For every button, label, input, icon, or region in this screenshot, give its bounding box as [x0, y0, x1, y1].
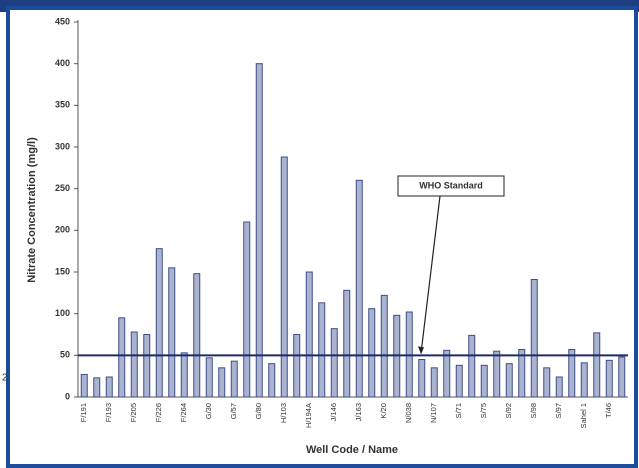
- y-tick-label: 0: [65, 391, 70, 401]
- annotation-arrow: [420, 195, 441, 354]
- x-tick-label: J/163: [354, 403, 363, 421]
- bar: [368, 308, 376, 398]
- x-tick-label: F/226: [154, 403, 163, 422]
- x-tick-label: Sahel 1: [579, 403, 588, 428]
- bar: [180, 352, 188, 398]
- bar: [518, 349, 526, 398]
- bar: [80, 374, 88, 398]
- bar: [443, 349, 451, 398]
- y-tick-label: 200: [55, 225, 70, 235]
- x-tick-label: G/80: [254, 403, 263, 419]
- x-tick-label: F/205: [129, 403, 138, 422]
- bar: [155, 248, 163, 398]
- bar: [305, 271, 313, 398]
- bar: [218, 367, 226, 398]
- bar: [418, 359, 426, 398]
- bar: [280, 156, 288, 398]
- bar: [430, 367, 438, 398]
- y-tick-label: 400: [55, 58, 70, 68]
- annotation-box: [397, 175, 505, 197]
- x-tick-label: S/75: [479, 403, 488, 418]
- x-tick-label: N/038: [404, 403, 413, 423]
- x-tick-label: G/57: [229, 403, 238, 419]
- bar: [530, 279, 538, 398]
- y-tick-label: 250: [55, 183, 70, 193]
- x-tick-label: S/71: [454, 403, 463, 418]
- x-tick-label: H/103: [279, 403, 288, 423]
- y-tick-label: 100: [55, 308, 70, 318]
- bar: [168, 267, 176, 398]
- x-tick-label: F/264: [179, 403, 188, 422]
- bar: [105, 376, 113, 398]
- y-tick-label: 350: [55, 100, 70, 110]
- x-axis-title: Well Code / Name: [306, 444, 398, 456]
- bar: [493, 350, 501, 398]
- annotation-text: WHO Standard: [419, 180, 483, 190]
- arrow-head: [418, 346, 424, 355]
- x-tick-label: N/107: [429, 403, 438, 423]
- bar: [380, 294, 388, 398]
- bar: [93, 377, 101, 398]
- bar: [593, 332, 601, 398]
- bar: [543, 367, 551, 398]
- bar: [343, 289, 351, 398]
- bar: [268, 363, 276, 398]
- bar: [505, 363, 513, 398]
- y-axis-title: Nitrate Concentration (mg/l): [26, 137, 38, 283]
- x-tick-label: F/191: [79, 403, 88, 422]
- y-tick-label: 450: [55, 16, 70, 26]
- x-tick-label: T/46: [604, 403, 613, 418]
- x-tick-label: S/98: [529, 403, 538, 418]
- x-tick-label: S/92: [504, 403, 513, 418]
- bar: [330, 328, 338, 398]
- bar: [318, 302, 326, 398]
- bar: [118, 317, 126, 398]
- side-fragment: 2: [2, 373, 8, 384]
- bar: [230, 360, 238, 398]
- bar: [355, 179, 363, 398]
- bar: [568, 349, 576, 398]
- y-tick-label: 150: [55, 266, 70, 276]
- bar: [580, 362, 588, 398]
- bar: [480, 364, 488, 398]
- y-tick-label: 300: [55, 141, 70, 151]
- bar: [293, 334, 301, 398]
- x-tick-label: J/146: [329, 403, 338, 421]
- bar: [468, 334, 476, 398]
- x-tick-label: G/30: [204, 403, 213, 419]
- bar: [255, 63, 263, 398]
- x-tick-label: K/20: [379, 403, 388, 418]
- bar: [455, 364, 463, 398]
- x-tick-label: F/193: [104, 403, 113, 422]
- x-tick-label: H/194A: [304, 403, 313, 428]
- bar: [193, 273, 201, 398]
- bar: [130, 331, 138, 398]
- bar: [205, 357, 213, 398]
- bar: [243, 221, 251, 398]
- bar: [555, 376, 563, 398]
- y-tick-label: 50: [60, 350, 70, 360]
- x-tick-label: S/97: [554, 403, 563, 418]
- bar: [143, 334, 151, 398]
- bar: [605, 359, 613, 398]
- bar: [618, 356, 626, 398]
